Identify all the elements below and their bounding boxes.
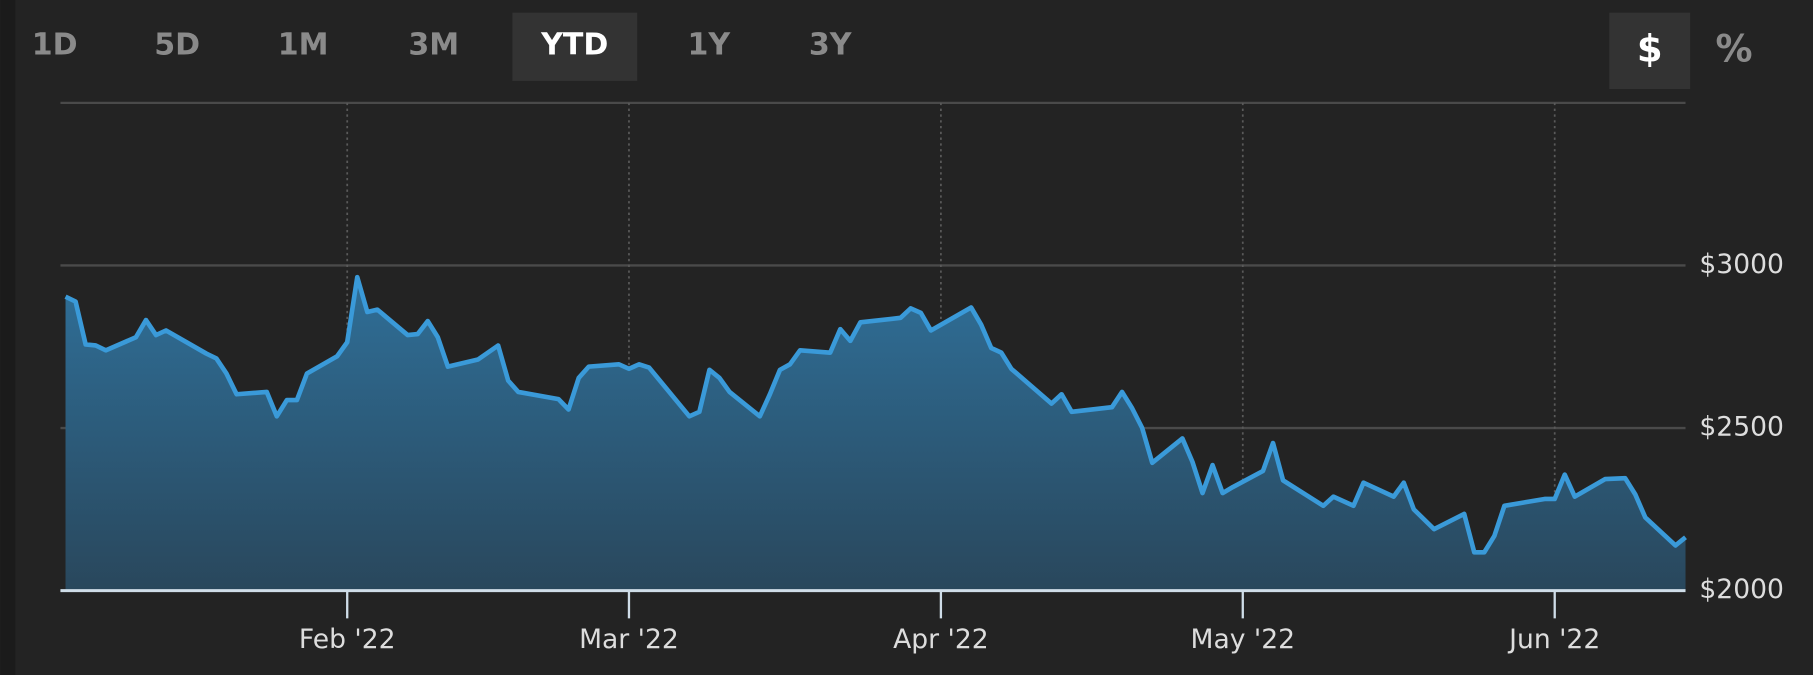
price-line [64,274,1687,555]
y-tick-label: $2500 [1699,412,1784,443]
y-tick-label: $2000 [1699,574,1784,605]
unit-label[interactable]: $ [1637,27,1663,70]
range-label[interactable]: YTD [540,28,608,63]
side-strip [0,0,16,675]
range-button[interactable]: 5D [154,28,200,63]
controls: 1D 5D 1M 3M YTD 1Y 3Y $% [32,12,1753,89]
x-tick-label: Mar '22 [579,624,679,655]
range-button-bg[interactable] [512,12,638,81]
x-tick-label: Apr '22 [893,624,989,655]
range-button[interactable]: 1Y [688,28,732,63]
unit-button[interactable]: % [1716,27,1753,70]
range-label[interactable]: 1Y [688,28,732,63]
x-tick-label: Jun '22 [1507,624,1600,655]
unit-label[interactable]: % [1716,27,1753,70]
range-button[interactable]: 1D [32,28,78,63]
plot: $2000 $2500 $3000 Feb '22 Mar '22 Apr '22 May … [60,101,1784,655]
x-tick-label: May '22 [1191,624,1296,655]
range-label[interactable]: 5D [154,28,200,63]
area-fill [65,277,1686,591]
range-label[interactable]: 3M [408,28,459,63]
range-label[interactable]: 1M [278,28,329,63]
range-button[interactable]: YTD [512,12,638,81]
range-button[interactable]: 3M [408,28,459,63]
range-button[interactable]: 3Y [809,28,853,63]
unit-button-bg[interactable] [1609,12,1691,89]
y-tick-label: $3000 [1699,249,1784,280]
range-label[interactable]: 1D [32,28,78,63]
unit-button[interactable]: $ [1609,12,1691,89]
x-tick-label: Feb '22 [299,624,396,655]
range-label[interactable]: 3Y [809,28,853,63]
range-button[interactable]: 1M [278,28,329,63]
